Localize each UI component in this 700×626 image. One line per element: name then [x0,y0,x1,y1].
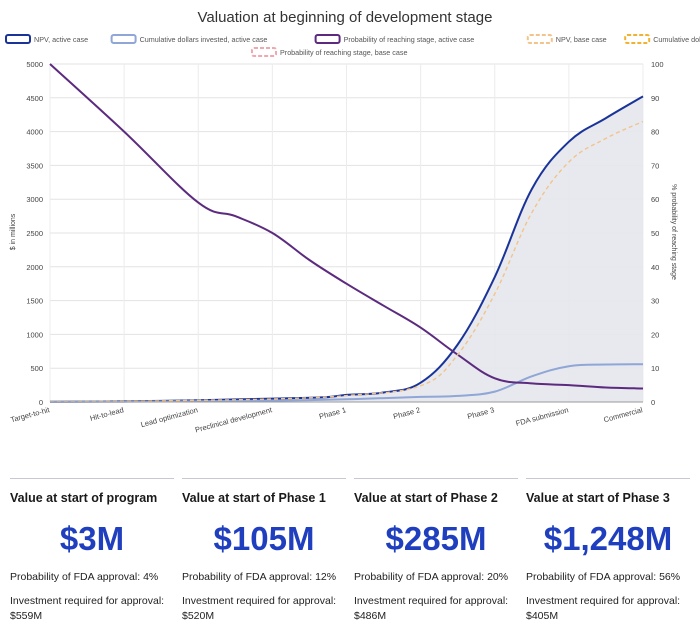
chart-grid [49,63,644,403]
legend-label: Probability of reaching stage, active ca… [344,35,475,44]
x-tick-label: Lead optimization [140,405,199,429]
legend-item-probability-of-reaching-stage-base-case[interactable]: Probability of reaching stage, base case [251,47,407,57]
y2-tick-label: 50 [651,229,659,238]
legend-label: Probability of reaching stage, base case [280,48,407,57]
y-tick-label: 500 [30,364,43,373]
y2-axis-label: % probability of reaching stage [670,184,677,280]
legend-label: NPV, active case [34,35,88,44]
stage-cards: Value at start of program $3M Probabilit… [0,478,700,626]
legend-swatch [5,34,31,44]
legend-item-cumulative-dollars-invested-base-case[interactable]: Cumulative dollars invested, base case [624,34,700,44]
card-title: Value at start of Phase 3 [526,491,670,505]
legend-swatch [624,34,651,44]
legend-label: Cumulative dollars invested, base case [653,35,700,44]
legend-item-probability-of-reaching-stage-active-case[interactable]: Probability of reaching stage, active ca… [314,34,475,44]
card-divider [526,478,690,479]
card-title: Value at start of program [10,491,158,505]
y2-tick-label: 20 [651,330,659,339]
card-divider [10,478,174,479]
y-tick-label: 4000 [26,128,43,137]
y2-tick-label: 70 [651,161,659,170]
x-tick-label: Phase 3 [466,405,495,421]
y2-tick-label: 100 [651,60,664,69]
x-tick-label: FDA submission [515,405,570,428]
y-tick-label: 5000 [26,60,43,69]
series-line-probability-of-reaching-stage-active-case [49,63,644,390]
y2-tick-label: 60 [651,195,659,204]
card-probability: Probability of FDA approval: 56% [526,571,681,583]
y-tick-label: 1500 [26,297,43,306]
legend-item-npv-base-case[interactable]: NPV, base case [526,34,607,44]
series-line-cumulative-dollars-invested-active-case [49,363,644,403]
legend-swatch [251,47,277,57]
chart-plot-area [49,63,644,403]
card-probability: Probability of FDA approval: 12% [182,571,337,583]
card-probability: Probability of FDA approval: 20% [354,571,509,583]
legend-item-npv-active-case[interactable]: NPV, active case [5,34,88,44]
card-divider [354,478,518,479]
x-tick-label: Preclinical development [194,405,274,434]
x-tick-label: Hit-to-lead [89,405,125,423]
y-tick-label: 2000 [26,263,43,272]
y2-tick-label: 30 [651,297,659,306]
chart-title: Valuation at beginning of development st… [198,9,493,26]
chart-legend: NPV, active case Cumulative dollars inves… [5,34,700,57]
card-title: Value at start of Phase 2 [354,491,498,505]
y-tick-label: 3000 [26,195,43,204]
card-investment: Investment required for approval: $486M [354,595,509,622]
y-axis-label: $ in millions [10,213,17,250]
card-value: $3M [59,520,125,557]
legend-swatch [110,34,137,44]
y-tick-label: 1000 [26,330,43,339]
y-tick-label: 4500 [26,94,43,103]
x-tick-label: Commercial [603,405,644,424]
y-tick-label: 3500 [26,161,43,170]
card-probability: Probability of FDA approval: 4% [10,571,159,583]
y2-tick-label: 40 [651,263,659,272]
x-tick-label: Phase 2 [392,405,421,421]
series-line-npv-base-case [49,120,644,403]
card-value: $1,248M [543,520,673,557]
y2-tick-label: 90 [651,94,659,103]
card-investment: Investment required for approval: $405M [526,595,681,622]
legend-label: NPV, base case [556,35,607,44]
y-tick-label: 2500 [26,229,43,238]
y2-tick-label: 10 [651,364,659,373]
card-value: $285M [385,520,487,557]
x-tick-label: Target-to-hit [10,405,52,424]
legend-label: Cumulative dollars invested, active case [140,35,268,44]
valuation-chart: Valuation at beginning of development st… [5,9,700,434]
legend-swatch [526,34,553,44]
y2-tick-label: 80 [651,128,659,137]
series-area-npv-active-case [50,96,643,403]
card-investment: Investment required for approval: $559M [10,595,165,622]
card-investment: Investment required for approval: $520M [182,595,337,622]
card-divider [182,478,346,479]
card-value: $105M [213,520,315,557]
x-tick-label: Phase 1 [318,405,347,421]
card-title: Value at start of Phase 1 [182,491,326,505]
legend-swatch [314,34,341,44]
y-tick-label: 0 [39,398,43,407]
legend-item-cumulative-dollars-invested-active-case[interactable]: Cumulative dollars invested, active case [110,34,268,44]
y2-tick-label: 0 [651,398,655,407]
